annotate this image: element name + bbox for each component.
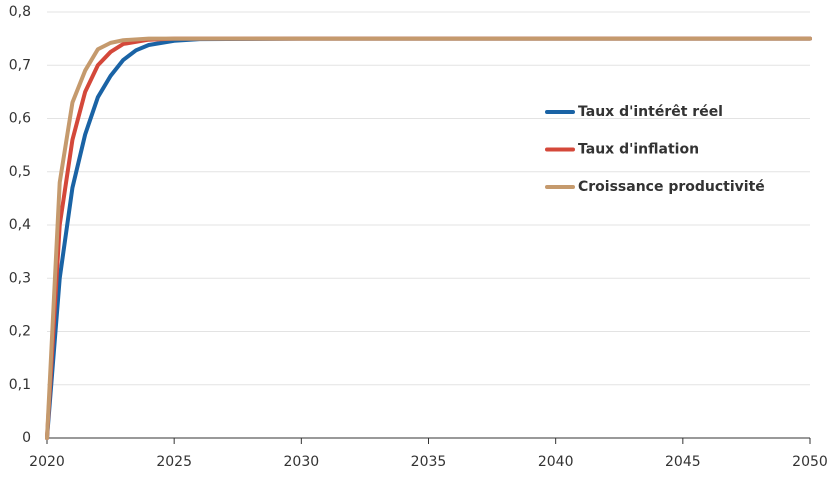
line-series xyxy=(45,36,812,440)
y-tick-label: 0,3 xyxy=(9,270,31,286)
x-tick-label: 2025 xyxy=(156,454,192,470)
x-tick-label: 2030 xyxy=(284,454,320,470)
legend-label: Taux d'intérêt réel xyxy=(578,104,723,120)
x-tick-label: 2035 xyxy=(411,454,447,470)
y-tick-label: 0,7 xyxy=(9,57,31,73)
y-tick-label: 0,2 xyxy=(9,324,31,340)
x-tick-label: 2020 xyxy=(29,454,65,470)
y-tick-label: 0,6 xyxy=(9,111,31,127)
y-tick-label: 0,4 xyxy=(9,217,31,233)
x-tick-label: 2050 xyxy=(792,454,828,470)
y-tick-label: 0,8 xyxy=(9,4,31,20)
legend-label: Taux d'inflation xyxy=(578,142,699,158)
y-tick-label: 0,5 xyxy=(9,164,31,180)
line-series xyxy=(45,36,812,440)
legend-label: Croissance productivité xyxy=(578,179,765,195)
y-tick-label: 0,1 xyxy=(9,377,31,393)
x-tick-label: 2045 xyxy=(665,454,701,470)
y-tick-label: 0 xyxy=(22,430,31,446)
x-tick-label: 2040 xyxy=(538,454,574,470)
line-series xyxy=(45,36,812,440)
